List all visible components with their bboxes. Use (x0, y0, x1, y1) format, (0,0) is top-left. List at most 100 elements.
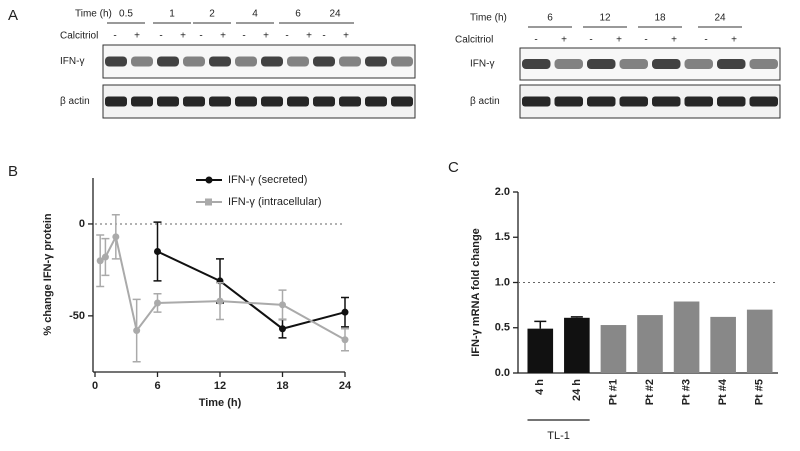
band (522, 59, 551, 69)
treatment-sign: - (322, 31, 325, 42)
group-label: TL-1 (547, 430, 570, 442)
band (339, 56, 361, 67)
time-label: 24 (329, 9, 341, 20)
x-tick-label: Pt #3 (680, 379, 692, 405)
x-tick-label: 24 h (571, 379, 583, 401)
treatment-sign: + (263, 31, 269, 42)
treatment-label: Calcitriol (455, 35, 493, 46)
treatment-sign: - (285, 31, 288, 42)
band (183, 56, 205, 67)
row-label: β actin (60, 96, 90, 107)
time-label: 24 (714, 13, 726, 24)
treatment-sign: - (242, 31, 245, 42)
y-tick-label: 1.5 (495, 231, 510, 243)
treatment-sign: + (134, 31, 140, 42)
series-line (99, 233, 346, 341)
band (717, 59, 746, 69)
treatment-sign: + (616, 35, 622, 46)
band (157, 96, 179, 107)
band (684, 96, 713, 107)
band (365, 96, 387, 107)
panel-label: B (8, 163, 18, 180)
row-label: β actin (470, 96, 500, 107)
treatment-sign: + (306, 31, 312, 42)
treatment-sign: - (159, 31, 162, 42)
legend-marker (205, 176, 213, 184)
treatment-sign: + (220, 31, 226, 42)
x-tick-label: 0 (92, 380, 98, 392)
time-label: 6 (295, 9, 301, 20)
time-label: 12 (599, 13, 611, 24)
band (717, 96, 746, 107)
series-line (157, 250, 346, 330)
time-label: 0.5 (119, 9, 133, 20)
band (391, 56, 413, 67)
treatment-sign: + (561, 35, 567, 46)
blot-box (102, 44, 416, 79)
band (554, 59, 583, 69)
treatment-sign: + (671, 35, 677, 46)
bar (564, 317, 590, 373)
x-axis-label: Time (h) (199, 397, 242, 409)
band (131, 96, 153, 107)
band (652, 96, 681, 107)
band (183, 96, 205, 107)
panel-label: C (448, 159, 459, 176)
y-tick-label: 0.5 (495, 322, 510, 334)
time-header: Time (h) (75, 9, 112, 20)
band (652, 59, 681, 69)
bar (673, 301, 700, 373)
treatment-sign: - (644, 35, 647, 46)
band (287, 56, 309, 67)
legend-marker (205, 198, 212, 206)
treatment-sign: + (180, 31, 186, 42)
time-label: 18 (654, 13, 666, 24)
band (587, 96, 616, 107)
x-tick-label: Pt #5 (754, 379, 766, 405)
x-tick-label: Pt #1 (607, 379, 619, 405)
y-tick-label: 0.0 (495, 367, 510, 379)
row-label: IFN-γ (60, 56, 84, 67)
y-axis-label: IFN-γ mRNA fold change (470, 228, 482, 357)
point (279, 325, 286, 333)
band (391, 96, 413, 107)
band (209, 96, 231, 107)
band (105, 96, 127, 107)
error-bar (534, 320, 547, 329)
point (341, 336, 349, 344)
point (101, 253, 109, 261)
band (261, 96, 283, 107)
band (619, 96, 648, 107)
band (235, 56, 257, 67)
time-label: 6 (547, 13, 553, 24)
band (105, 56, 127, 67)
x-tick-label: 6 (154, 380, 160, 392)
legend-label: IFN-γ (intracellular) (228, 196, 322, 208)
bar (600, 325, 627, 373)
x-tick-label: Pt #4 (717, 378, 729, 405)
time-header: Time (h) (470, 13, 507, 24)
x-tick-label: Pt #2 (644, 379, 656, 405)
band (749, 96, 778, 107)
band (619, 59, 648, 69)
band (522, 96, 551, 107)
x-tick-label: 18 (276, 380, 288, 392)
treatment-sign: + (343, 31, 349, 42)
treatment-sign: + (731, 35, 737, 46)
treatment-sign: - (199, 31, 202, 42)
band (235, 96, 257, 107)
point (216, 297, 224, 305)
time-label: 2 (209, 9, 215, 20)
y-tick-label: -50 (69, 310, 85, 322)
treatment-label: Calcitriol (60, 31, 98, 42)
x-tick-label: 12 (214, 380, 226, 392)
band (365, 56, 387, 67)
point (279, 301, 286, 309)
point (133, 327, 141, 335)
bar (710, 316, 736, 373)
bar (637, 315, 663, 373)
band (554, 96, 583, 107)
x-tick-label: 24 (339, 380, 352, 392)
band (157, 56, 179, 67)
